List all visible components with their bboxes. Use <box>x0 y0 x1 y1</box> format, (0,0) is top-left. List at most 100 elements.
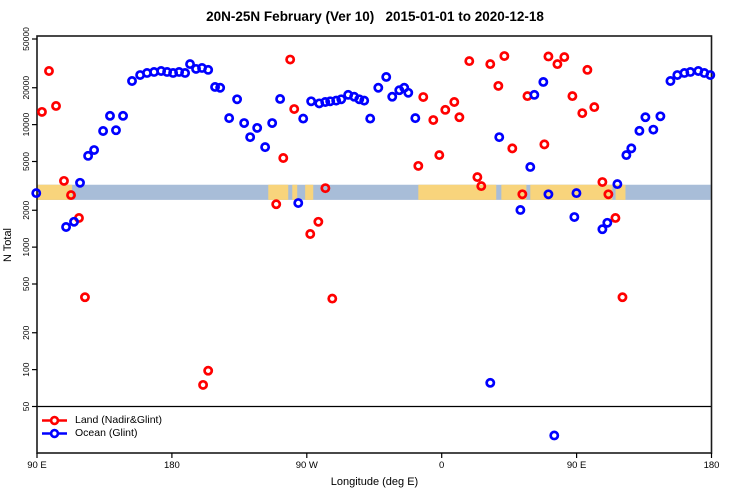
data-point-land <box>582 64 593 75</box>
data-point-land <box>413 160 424 171</box>
data-point-ocean <box>252 122 263 133</box>
data-point-ocean <box>275 94 286 104</box>
surface-band-land-segment <box>292 184 298 200</box>
data-point-land <box>552 59 563 70</box>
y-tick-label: 500 <box>21 277 31 291</box>
data-point-ocean <box>83 150 94 161</box>
data-point-land <box>485 59 496 70</box>
legend-label-land: Land (Nadir&Glint) <box>75 414 162 426</box>
data-point-ocean <box>634 125 645 136</box>
data-point-land <box>285 54 296 65</box>
data-point-land <box>472 172 483 183</box>
data-point-land <box>289 104 300 115</box>
data-point-land <box>589 102 600 113</box>
data-point-land <box>449 97 460 107</box>
data-point-land <box>59 175 69 186</box>
data-point-ocean <box>224 113 235 124</box>
y-tick-label: 5000 <box>21 152 31 171</box>
data-point-ocean <box>403 87 414 98</box>
y-tick-label: 50000 <box>21 27 31 51</box>
data-point-land <box>543 51 554 62</box>
data-point-land <box>80 292 90 303</box>
plot-frame <box>36 35 713 454</box>
ocean-series-symbol <box>42 428 67 439</box>
legend: Land (Nadir&Glint) Ocean (Glint) <box>41 414 162 440</box>
data-point-land <box>603 189 614 200</box>
data-point-ocean <box>410 113 421 124</box>
data-point-land <box>464 56 475 67</box>
data-point-land <box>539 139 550 150</box>
data-point-land <box>567 91 578 102</box>
data-point-ocean <box>665 76 676 86</box>
data-point-land <box>44 66 54 76</box>
data-point-ocean <box>485 377 496 388</box>
x-tick-label: 90 E <box>567 460 587 471</box>
data-point-ocean <box>111 125 121 136</box>
data-point-ocean <box>61 222 72 232</box>
data-point-ocean <box>387 91 398 102</box>
data-point-ocean <box>239 118 250 129</box>
surface-band-land-segment <box>37 184 73 200</box>
surface-band-land-segment <box>305 184 314 200</box>
data-point-land <box>198 379 209 390</box>
data-point-land <box>440 104 451 115</box>
surface-band-land-segment <box>615 184 626 200</box>
y-tick-label: 20000 <box>21 76 31 100</box>
data-point-ocean <box>105 110 115 121</box>
data-point-ocean <box>515 205 526 215</box>
data-point-ocean <box>75 177 85 188</box>
data-point-land <box>51 101 61 111</box>
x-tick-label: 0 <box>439 460 444 471</box>
data-point-land <box>271 199 282 210</box>
legend-item-ocean: Ocean (Glint) <box>41 427 162 440</box>
data-point-ocean <box>118 110 128 121</box>
legend-label-ocean: Ocean (Glint) <box>75 427 138 439</box>
x-tick-label: 90 W <box>296 460 318 471</box>
surface-band-land-segment <box>268 184 289 200</box>
data-point-land <box>278 153 289 163</box>
data-point-land <box>597 177 608 187</box>
data-point-ocean <box>354 94 365 105</box>
data-point-ocean <box>210 82 221 92</box>
data-point-ocean <box>621 150 632 161</box>
data-point-ocean <box>381 72 392 82</box>
x-tick-label: 90 E <box>27 460 47 471</box>
data-point-ocean <box>215 82 226 93</box>
data-point-land <box>305 229 316 239</box>
data-point-ocean <box>127 76 137 86</box>
data-point-ocean <box>571 188 582 199</box>
data-point-land <box>434 150 445 161</box>
data-point-ocean <box>705 70 716 80</box>
data-point-land <box>36 106 47 117</box>
data-point-ocean <box>655 111 666 122</box>
data-point-ocean <box>306 96 317 107</box>
data-point-ocean <box>612 179 623 190</box>
data-point-ocean <box>597 224 608 235</box>
data-point-land <box>559 52 570 63</box>
x-tick-label: 180 <box>704 460 720 471</box>
data-point-land <box>617 292 628 303</box>
y-tick-label: 10000 <box>21 113 31 137</box>
x-axis-label: Longitude (deg E) <box>330 476 419 488</box>
data-point-land <box>454 112 465 123</box>
data-point-ocean <box>525 162 536 172</box>
data-point-ocean <box>267 118 278 129</box>
data-point-land <box>203 365 214 376</box>
data-point-ocean <box>298 113 309 124</box>
y-tick-label: 100 <box>21 362 31 376</box>
data-point-land <box>507 143 518 154</box>
data-point-ocean <box>685 67 696 77</box>
data-point-ocean <box>648 124 659 135</box>
data-point-ocean <box>320 97 331 107</box>
data-point-land <box>476 181 487 192</box>
data-point-ocean <box>602 217 613 228</box>
data-point-land <box>610 213 621 223</box>
data-point-ocean <box>543 189 554 200</box>
data-point-ocean <box>336 94 347 105</box>
data-point-land <box>327 293 338 304</box>
data-point-ocean <box>89 145 100 156</box>
data-point-ocean <box>331 95 342 106</box>
data-point-land <box>428 115 439 125</box>
